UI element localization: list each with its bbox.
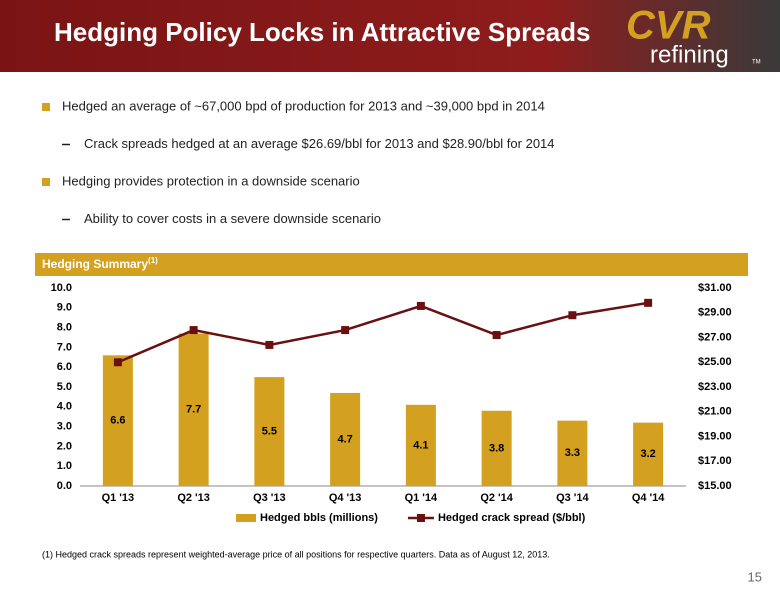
line-marker [568,311,577,320]
bar [405,404,436,486]
y2-tick-label: $21.00 [698,406,732,418]
y2-tick-label: $29.00 [698,307,732,319]
x-tick-label: Q1 '13 [102,492,135,504]
bar [330,392,361,486]
bar [254,377,285,486]
legend-swatch [416,514,425,522]
bar [633,422,664,486]
legend-label: Hedged crack spread ($/bbl) [438,512,586,524]
y-tick-label: 1.0 [57,460,72,472]
y-tick-label: 8.0 [57,322,72,334]
x-tick-label: Q3 '14 [556,492,589,504]
line-marker [644,298,653,307]
line-marker [265,340,274,349]
bar-value-label: 5.5 [262,425,277,437]
bar-value-label: 4.7 [337,433,352,445]
bullet-text: Hedged an average of ~67,000 bpd of prod… [62,98,545,113]
bar-value-label: 7.7 [186,404,201,416]
y-tick-label: 10.0 [51,282,72,294]
bar-value-label: 3.3 [565,447,580,459]
bullet-text: Hedging provides protection in a downsid… [62,173,360,188]
x-tick-label: Q1 '14 [405,492,438,504]
y2-tick-label: $31.00 [698,282,732,294]
y2-tick-label: $23.00 [698,381,732,393]
page-number: 15 [748,569,762,584]
bullet-list: Hedged an average of ~67,000 bpd of prod… [42,98,555,226]
bar [178,333,209,486]
line-marker [416,301,425,310]
bar [481,410,512,486]
bar [102,355,133,486]
bar-value-label: 6.6 [110,415,125,427]
section-title: Hedging Summary(1) [42,256,158,271]
bar [557,420,588,486]
y-tick-label: 6.0 [57,361,72,373]
bar-value-label: 4.1 [413,439,428,451]
x-tick-label: Q4 '14 [632,492,665,504]
x-tick-label: Q2 '13 [177,492,210,504]
x-tick-label: Q4 '13 [329,492,362,504]
y2-tick-label: $17.00 [698,455,732,467]
line-marker [341,326,350,335]
header-bar [0,0,780,72]
y2-tick-label: $27.00 [698,331,732,343]
line [117,301,649,364]
y-tick-label: 5.0 [57,381,72,393]
bullet-marker [42,178,50,186]
bullet-text: Ability to cover costs in a severe downs… [84,211,381,226]
bar-value-label: 3.2 [640,448,655,460]
footnote: (1) Hedged crack spreads represent weigh… [42,549,550,559]
section-bar [35,253,748,276]
y2-tick-label: $19.00 [698,430,732,442]
y-tick-label: 4.0 [57,401,72,413]
y-tick-label: 2.0 [57,440,72,452]
logo-tm: TM [752,60,761,66]
bar-value-label: 3.8 [489,442,504,454]
chart: 0.0 1.0 2.0 3.0 4.0 5.0 6.0 7.0 8.0 9.0 10.0 $15.00… [51,282,732,524]
legend-swatch [236,514,256,522]
y-tick-label: 0.0 [57,480,72,492]
line-marker [189,326,198,335]
logo-name: refining [650,41,729,68]
y-tick-label: 7.0 [57,341,72,353]
y-tick-label: 9.0 [57,302,72,314]
y-tick-label: 3.0 [57,421,72,433]
y2-tick-label: $15.00 [698,480,732,492]
slide-title: Hedging Policy Locks in Attractive Sprea… [54,17,591,47]
logo-mark: CVR [626,4,711,48]
x-tick-label: Q2 '14 [480,492,513,504]
line-marker [492,331,501,340]
y2-tick-label: $25.00 [698,356,732,368]
line-marker [113,358,122,367]
x-tick-label: Q3 '13 [253,492,286,504]
bullet-text: Crack spreads hedged at an average $26.6… [84,136,555,151]
bullet-marker [42,103,50,111]
legend-label: Hedged bbls (millions) [260,512,378,524]
